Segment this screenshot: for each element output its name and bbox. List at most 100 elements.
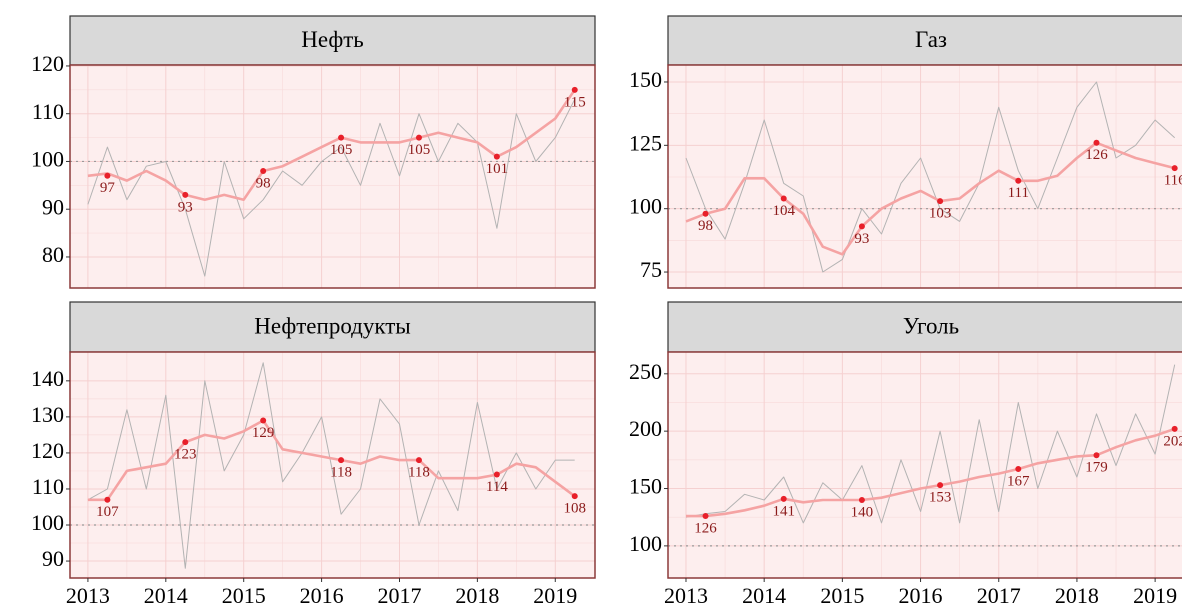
trend-line [87, 89, 576, 201]
y-tick-label: 120 [31, 438, 64, 463]
point [1093, 452, 1100, 459]
x-tick-label: 2016 [899, 583, 943, 608]
trend-line [685, 141, 1176, 256]
point [1015, 466, 1022, 473]
x-tick-label: 2017 [377, 583, 421, 608]
x-tick-label: 2017 [977, 583, 1021, 608]
facet-strip [69, 301, 596, 353]
point-label: 97 [100, 180, 116, 196]
point-label: 129 [252, 425, 275, 441]
y-tick-label: 100 [629, 194, 662, 219]
point-label: 140 [851, 504, 874, 520]
trend-line [686, 427, 1176, 518]
y-tick-label: 150 [629, 67, 662, 92]
x-tick-label: 2019 [533, 583, 577, 608]
point-label: 118 [408, 465, 430, 481]
panel-background [668, 352, 1182, 578]
x-tick-label: 2013 [664, 583, 708, 608]
trend-line [87, 419, 576, 502]
point [858, 496, 865, 503]
y-tick-label: 250 [629, 359, 662, 384]
point-label: 116 [1164, 173, 1182, 189]
facet-title: Уголь [903, 313, 959, 338]
point-label: 141 [772, 503, 795, 519]
facet-title: Нефть [301, 27, 364, 52]
y-tick-label: 130 [31, 402, 64, 427]
panel-border [667, 64, 1182, 289]
point-label: 111 [1008, 185, 1029, 201]
raw-line [685, 364, 1176, 524]
point [104, 172, 111, 179]
point-label: 98 [698, 218, 713, 234]
y-tick-label: 90 [42, 546, 64, 571]
x-tick-label: 2015 [222, 583, 266, 608]
plot-area: 98 104 93 103 111 126 116 [668, 65, 1182, 288]
facet-strip [667, 301, 1182, 353]
y-tick-label: 100 [31, 510, 64, 535]
x-tick-label: 2018 [455, 583, 499, 608]
y-tick-label: 125 [629, 130, 662, 155]
point [571, 493, 578, 500]
y-tick-label: 75 [640, 257, 662, 282]
point-label: 98 [256, 175, 271, 191]
point [702, 513, 709, 520]
y-tick-label: 150 [629, 474, 662, 499]
point [260, 168, 267, 175]
point-label: 105 [408, 142, 431, 158]
y-tick-label: 200 [629, 416, 662, 441]
x-tick-label: 2018 [1055, 583, 1099, 608]
point-label: 115 [564, 94, 586, 110]
point [338, 134, 345, 141]
point [780, 195, 787, 202]
point-label: 153 [929, 490, 952, 506]
raw-line [685, 81, 1176, 273]
point [182, 191, 189, 198]
point [571, 86, 578, 93]
point-label: 114 [486, 479, 508, 495]
point-label: 167 [1007, 473, 1030, 489]
y-tick-label: 140 [31, 366, 64, 391]
x-tick-label: 2013 [66, 583, 110, 608]
y-tick-label: 110 [32, 474, 64, 499]
panel-background [668, 65, 1182, 288]
point-label: 108 [563, 501, 586, 517]
point-label: 118 [330, 465, 352, 481]
y-tick-label: 110 [32, 99, 64, 124]
point-label: 101 [486, 161, 509, 177]
point [182, 439, 189, 446]
point [937, 198, 944, 205]
point-label: 107 [96, 504, 119, 520]
point-label: 103 [929, 206, 952, 222]
point-label: 123 [174, 447, 197, 463]
point-label: 202 [1163, 433, 1182, 449]
point-label: 93 [854, 231, 869, 247]
y-tick-label: 90 [42, 194, 64, 219]
panel-border [69, 351, 596, 579]
y-tick-label: 120 [31, 51, 64, 76]
point [493, 153, 500, 160]
point-label: 93 [178, 199, 193, 215]
facet-title: Газ [915, 27, 947, 52]
plot-area: 97 93 98 105 105 101 115 [70, 65, 595, 288]
plot-area: 107 123 129 118 118 114 108 [70, 352, 595, 578]
point-label: 104 [772, 203, 795, 219]
x-tick-label: 2016 [300, 583, 344, 608]
point [1093, 139, 1100, 146]
point-label: 126 [694, 520, 717, 536]
raw-line [87, 99, 576, 277]
y-tick-label: 80 [42, 242, 64, 267]
y-tick-label: 100 [31, 147, 64, 172]
point [1015, 177, 1022, 184]
facet-title: Нефтепродукты [254, 313, 411, 338]
point [415, 457, 422, 464]
point [1171, 165, 1178, 172]
plot-area: 126 141 140 153 167 179 202 [668, 352, 1182, 578]
point-label: 179 [1085, 460, 1108, 476]
x-tick-label: 2015 [820, 583, 864, 608]
y-tick-label: 100 [629, 531, 662, 556]
x-tick-label: 2014 [144, 583, 188, 608]
panel-border [69, 64, 596, 289]
point [780, 495, 787, 502]
point [104, 496, 111, 503]
